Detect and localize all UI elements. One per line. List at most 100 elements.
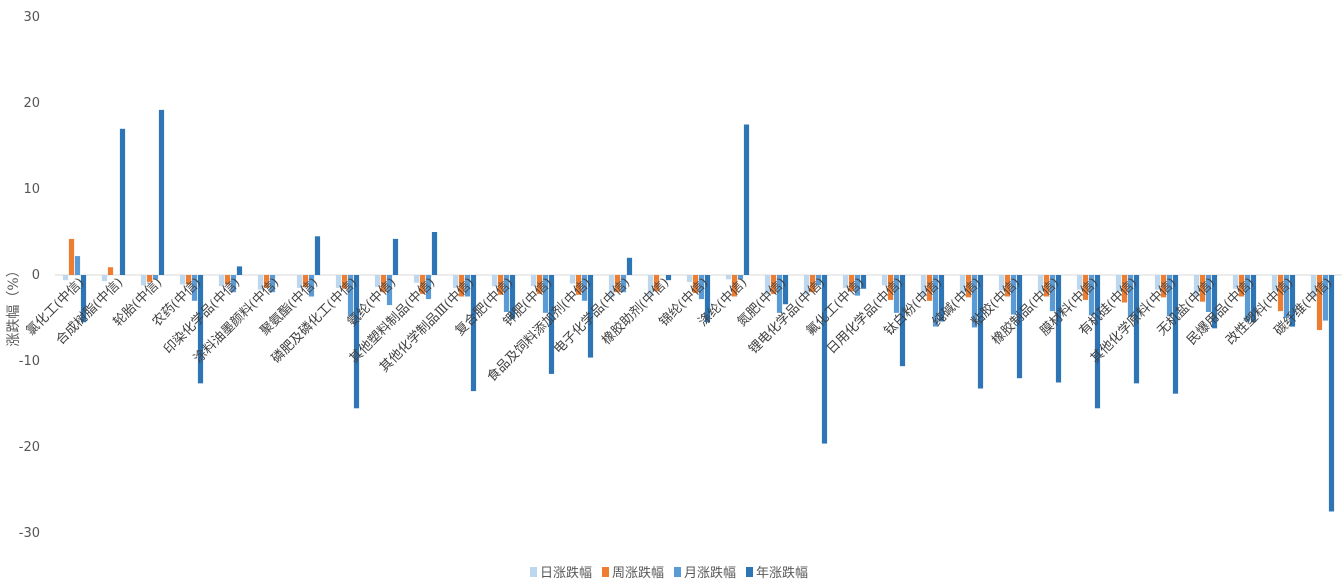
bar-周涨跌幅-其他化学制品Ⅲ(中信) (458, 275, 465, 297)
bar-日涨跌幅-轮胎(中信) (140, 275, 147, 286)
bar-年涨跌幅-印染化学品(中信) (236, 266, 243, 275)
bar-日涨跌幅-复合肥(中信) (491, 275, 498, 287)
bar-年涨跌幅-膜材料(中信) (1094, 275, 1101, 409)
bar-日涨跌幅-钾肥(中信) (530, 275, 537, 287)
bar-年涨跌幅-锂电化学品(中信) (821, 275, 828, 444)
bar-日涨跌幅-氨纶(中信) (374, 275, 381, 288)
legend-label: 年涨跌幅 (756, 565, 808, 581)
y-tick-label: -20 (19, 440, 40, 455)
bar-周涨跌幅-轮胎(中信) (146, 275, 153, 282)
bar-日涨跌幅-氟化工(中信) (842, 275, 849, 288)
y-tick-label: -30 (19, 526, 40, 541)
bar-日涨跌幅-橡胶助剂(中信) (647, 275, 654, 296)
bar-周涨跌幅-锂电化学品(中信) (809, 275, 816, 293)
bars (62, 109, 1335, 512)
bar-年涨跌幅-食品及饲料添加剂(中信) (587, 275, 594, 358)
y-tick-label: 30 (23, 10, 40, 25)
bar-日涨跌幅-纯碱(中信) (959, 275, 966, 294)
y-tick-label: 20 (23, 96, 40, 111)
bar-日涨跌幅-无机盐(中信) (1193, 275, 1200, 297)
bar-日涨跌幅-改性塑料(中信) (1271, 275, 1278, 291)
bar-日涨跌幅-有机硅(中信) (1115, 275, 1122, 292)
bar-日涨跌幅-锦纶(中信) (686, 275, 693, 282)
bar-月涨跌幅-印染化学品(中信) (230, 275, 237, 293)
bar-月涨跌幅-膜材料(中信) (1088, 275, 1095, 316)
bar-月涨跌幅-锦纶(中信) (698, 275, 705, 300)
bar-月涨跌幅-氨纶(中信) (386, 275, 393, 306)
bar-日涨跌幅-合成树脂(中信) (101, 275, 108, 282)
bar-周涨跌幅-涤纶(中信) (731, 275, 738, 297)
bar-年涨跌幅-其他化学制品Ⅲ(中信) (470, 275, 477, 392)
bar-月涨跌幅-氯化工(中信) (74, 256, 81, 275)
bar-周涨跌幅-粘胶(中信) (1004, 275, 1011, 297)
bar-日涨跌幅-涂料油墨颜料(中信) (257, 275, 264, 290)
bar-年涨跌幅-碳纤维(中信) (1328, 275, 1335, 512)
bar-日涨跌幅-橡胶制品(中信) (1037, 275, 1044, 292)
bar-年涨跌幅-民爆用品(中信) (1250, 275, 1257, 323)
bar-月涨跌幅-复合肥(中信) (503, 275, 510, 312)
legend-swatch (602, 567, 609, 577)
bar-年涨跌幅-农药(中信) (197, 275, 204, 384)
legend-label: 月涨跌幅 (684, 565, 736, 581)
legend-label: 周涨跌幅 (612, 565, 664, 581)
bar-月涨跌幅-改性塑料(中信) (1283, 275, 1290, 318)
bar-周涨跌幅-橡胶制品(中信) (1043, 275, 1050, 297)
bar-月涨跌幅-氮肥(中信) (776, 275, 783, 313)
bar-日涨跌幅-碳纤维(中信) (1310, 275, 1317, 298)
bar-年涨跌幅-橡胶制品(中信) (1055, 275, 1062, 383)
bar-年涨跌幅-钾肥(中信) (548, 275, 555, 374)
bar-周涨跌幅-有机硅(中信) (1121, 275, 1128, 303)
bar-周涨跌幅-钾肥(中信) (536, 275, 543, 294)
bar-月涨跌幅-无机盐(中信) (1205, 275, 1212, 312)
category-label: 合成树脂(中信) (53, 275, 126, 348)
y-tick-label: 0 (32, 268, 40, 283)
bar-月涨跌幅-其他塑料制品(中信) (425, 275, 432, 300)
bar-日涨跌幅-膜材料(中信) (1076, 275, 1083, 290)
bar-日涨跌幅-锂电化学品(中信) (803, 275, 810, 295)
bar-月涨跌幅-日用化学品(中信) (893, 275, 900, 313)
bar-月涨跌幅-聚氨酯(中信) (308, 275, 315, 297)
legend-swatch (746, 567, 753, 577)
bar-年涨跌幅-聚氨酯(中信) (314, 236, 321, 275)
bar-年涨跌幅-有机硅(中信) (1133, 275, 1140, 384)
bar-月涨跌幅-钛白粉(中信) (932, 275, 939, 327)
bar-月涨跌幅-纯碱(中信) (971, 275, 978, 328)
legend: 日涨跌幅 周涨跌幅 月涨跌幅 年涨跌幅 (530, 565, 808, 581)
legend-swatch (674, 567, 681, 577)
bar-周涨跌幅-复合肥(中信) (497, 275, 504, 295)
bar-周涨跌幅-氯化工(中信) (68, 238, 75, 275)
bar-日涨跌幅-氯化工(中信) (62, 275, 69, 281)
bar-年涨跌幅-纯碱(中信) (977, 275, 984, 389)
bar-周涨跌幅-氨纶(中信) (380, 275, 387, 293)
bar-月涨跌幅-农药(中信) (191, 275, 198, 301)
bar-周涨跌幅-电子化学品(中信) (614, 275, 621, 293)
bar-年涨跌幅-轮胎(中信) (158, 109, 165, 275)
bar-周涨跌幅-农药(中信) (185, 275, 192, 285)
bar-月涨跌幅-钾肥(中信) (542, 275, 549, 313)
bar-日涨跌幅-电子化学品(中信) (608, 275, 615, 298)
bar-年涨跌幅-磷肥及磷化工(中信) (353, 275, 360, 409)
bar-月涨跌幅-磷肥及磷化工(中信) (347, 275, 354, 317)
bar-周涨跌幅-锦纶(中信) (692, 275, 699, 294)
y-tick-label: 10 (23, 182, 40, 197)
bar-周涨跌幅-民爆用品(中信) (1238, 275, 1245, 297)
y-tick-label: -10 (19, 354, 40, 369)
bar-年涨跌幅-涤纶(中信) (743, 124, 750, 275)
bar-月涨跌幅-食品及饲料添加剂(中信) (581, 275, 588, 301)
bar-日涨跌幅-磷肥及磷化工(中信) (335, 275, 342, 288)
bar-月涨跌幅-电子化学品(中信) (620, 275, 627, 293)
bar-周涨跌幅-氟化工(中信) (848, 275, 855, 292)
bar-月涨跌幅-轮胎(中信) (152, 275, 159, 280)
bar-年涨跌幅-无机盐(中信) (1211, 275, 1218, 329)
bar-年涨跌幅-氨纶(中信) (392, 238, 399, 275)
bar-日涨跌幅-印染化学品(中信) (218, 275, 225, 287)
bar-年涨跌幅-锦纶(中信) (704, 275, 711, 323)
bar-年涨跌幅-氯化工(中信) (80, 275, 87, 323)
bar-月涨跌幅-氟化工(中信) (854, 275, 861, 296)
bar-日涨跌幅-钛白粉(中信) (920, 275, 927, 297)
bar-年涨跌幅-氮肥(中信) (782, 275, 789, 305)
bar-年涨跌幅-钛白粉(中信) (938, 275, 945, 322)
legend-label: 日涨跌幅 (540, 565, 592, 581)
bar-年涨跌幅-日用化学品(中信) (899, 275, 906, 367)
